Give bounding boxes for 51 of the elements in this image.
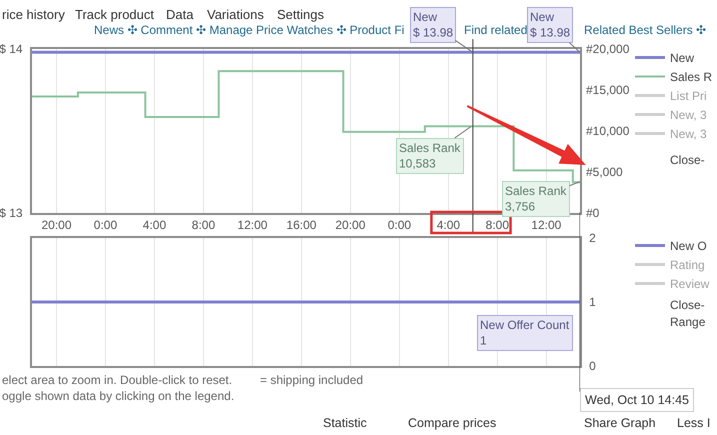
x-tick-label: 4:00 xyxy=(142,218,166,232)
text: Variations xyxy=(207,7,264,22)
x-tick-label: 20:00 xyxy=(41,218,72,232)
text: Wed, Oct 10 14:45 xyxy=(585,393,690,407)
y2-tick-label: #0 xyxy=(586,206,600,220)
text: rice history xyxy=(2,7,66,22)
y2-tick-label: #5,000 xyxy=(586,165,624,180)
x-tick-label: 0:00 xyxy=(94,218,118,232)
y2-tick-label: 1 xyxy=(589,295,596,310)
legend-label: Rating xyxy=(670,258,705,272)
annotation: New Offer Count 1 xyxy=(480,318,570,348)
y2-tick-label: 2 xyxy=(589,231,596,246)
legend-label: New O xyxy=(670,239,707,254)
text: oggle shown data by clicking on the legend. xyxy=(2,389,234,403)
text: Track product xyxy=(75,7,154,22)
text: Settings xyxy=(277,7,324,22)
legend-label: New xyxy=(670,51,694,66)
y2-tick-label: #20,000 xyxy=(586,42,630,56)
annotation: New $ 13.98 xyxy=(530,10,570,40)
text: Share Graph xyxy=(584,416,656,430)
y2-tick-label: #15,000 xyxy=(586,83,630,98)
text: = shipping included xyxy=(260,373,364,387)
x-tick-label: 12:00 xyxy=(531,218,562,232)
text: Statistic xyxy=(323,416,367,430)
x-tick-label: 0:00 xyxy=(388,218,412,232)
text: Related Best Sellers ✣ xyxy=(584,23,706,37)
y2-tick-label: 0 xyxy=(589,359,596,374)
x-tick-label: 12:00 xyxy=(237,218,268,232)
text: Compare prices xyxy=(408,416,496,430)
x-tick-label: 4:00 xyxy=(436,218,460,232)
annotation: Sales Rank 3,756 xyxy=(505,184,568,214)
legend-label: New, 3 xyxy=(670,127,708,142)
text: Range xyxy=(670,315,706,329)
text: Find related xyxy=(464,23,528,37)
legend-label: List Pri xyxy=(670,89,707,104)
legend-label: New, 3 xyxy=(670,108,708,122)
y2-tick-label: #10,000 xyxy=(586,124,630,138)
annotation: New $ 13.98 xyxy=(413,10,454,40)
text: Data xyxy=(166,7,194,22)
text: News ✣ Comment ✣ Manage Price Watches ✣ Product Fi xyxy=(94,23,404,37)
annotation: Sales Rank 10,583 xyxy=(399,141,462,171)
x-tick-label: 20:00 xyxy=(335,218,366,232)
text: Close- xyxy=(670,153,705,167)
text: elect area to zoom in. Double-click to reset. xyxy=(2,373,232,387)
x-tick-label: 8:00 xyxy=(192,218,216,232)
legend-label: Review xyxy=(670,277,710,292)
x-tick-label: 16:00 xyxy=(286,218,317,232)
legend-label: Sales R xyxy=(670,70,712,84)
text: Close- xyxy=(670,298,705,312)
text: Less I xyxy=(677,416,710,430)
x-tick-label: 8:00 xyxy=(486,218,510,232)
